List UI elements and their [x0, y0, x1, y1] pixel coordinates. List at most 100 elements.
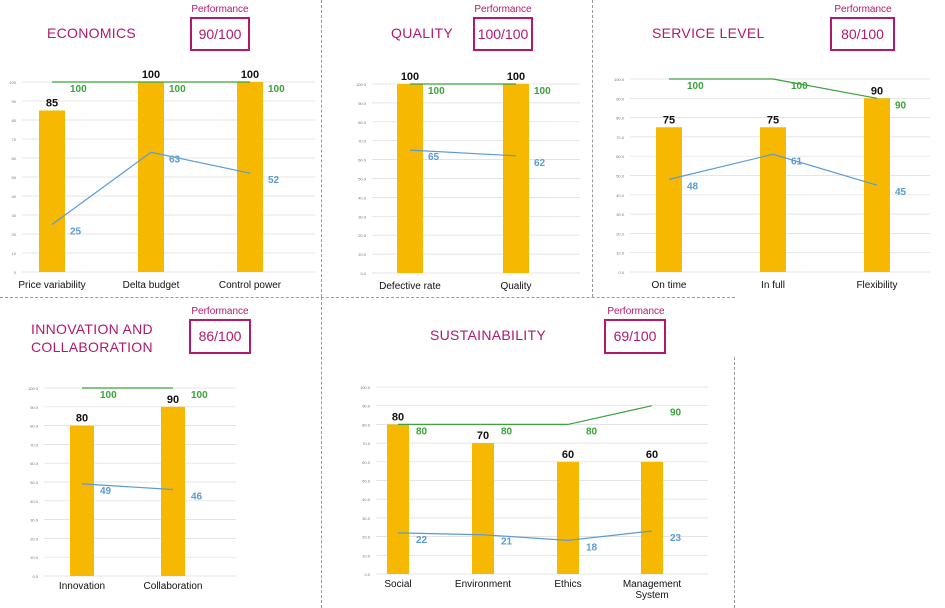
- economics-ytick-label: 80: [12, 118, 17, 123]
- quality-ytick-label: 40.0: [358, 195, 367, 200]
- sustainability-average-label: 18: [586, 542, 598, 553]
- sustainability-target-line: [398, 405, 653, 425]
- sustainability-bar-value-label: 60: [562, 449, 574, 461]
- innovation-bar-value-label: 90: [167, 394, 179, 406]
- economics-bar-value-label: 85: [46, 98, 58, 110]
- divider-horizontal: [0, 297, 735, 298]
- service-level-ytick-label: 20.0: [616, 231, 625, 236]
- service-level-performance-box: 80/100: [830, 17, 895, 51]
- sustainability-ytick-label: 60.0: [362, 460, 371, 465]
- quality-bar-value-label: 100: [401, 71, 419, 83]
- service-level-ytick-label: 10.0: [616, 251, 625, 256]
- service-level-target-label: 100: [687, 81, 704, 92]
- service-level-ytick-label: 50.0: [616, 174, 625, 179]
- sustainability-ytick-label: 70.0: [362, 441, 371, 446]
- quality-performance-box: 100/100: [473, 17, 533, 51]
- quality-average-label: 62: [534, 158, 546, 169]
- innovation-bar-collaboration: [161, 406, 185, 576]
- sustainability-ytick-label: 50.0: [362, 479, 371, 484]
- service-level-ytick-label: 70.0: [616, 135, 625, 140]
- quality-target-label: 100: [428, 86, 445, 97]
- service-level-target-label: 90: [895, 100, 907, 111]
- sustainability-target-label: 80: [586, 426, 598, 437]
- quality-category-label: Quality: [500, 281, 531, 292]
- service-level-ytick-label: 100.0: [614, 77, 625, 82]
- economics-ytick-label: 100: [9, 80, 16, 85]
- sustainability-ytick-label: 100.0: [360, 385, 371, 390]
- economics-ytick-label: 60: [12, 156, 17, 161]
- sustainability-category-label: Management: [623, 579, 682, 590]
- quality-ytick-label: 0.0: [360, 271, 366, 276]
- sustainability-bar-ethics: [557, 461, 579, 574]
- innovation-ytick-label: 60.0: [30, 461, 39, 466]
- innovation-average-line: [81, 483, 174, 491]
- service-level-ytick-label: 60.0: [616, 154, 625, 159]
- service-level-title: SERVICE LEVEL: [652, 25, 765, 41]
- quality-title: QUALITY: [391, 25, 454, 41]
- economics-bar-value-label: 100: [241, 69, 259, 81]
- service-level-category-label: Flexibility: [856, 280, 897, 291]
- innovation-title-line2: COLLABORATION: [31, 339, 153, 355]
- sustainability-bar-value-label: 80: [392, 411, 404, 423]
- innovation-ytick-label: 80.0: [30, 424, 39, 429]
- sustainability-category-label: Ethics: [554, 579, 581, 590]
- innovation-ytick-label: 30.0: [30, 518, 39, 523]
- economics-title: ECONOMICS: [47, 25, 137, 41]
- service-level-average-label: 45: [895, 187, 907, 198]
- service-level-performance-label: Performance: [834, 4, 892, 15]
- sustainability-category-label: Social: [384, 579, 411, 590]
- service-level-bar-value-label: 90: [871, 85, 883, 97]
- economics-target-label: 100: [169, 84, 186, 95]
- sustainability-target-label: 80: [501, 426, 513, 437]
- sustainability-ytick-label: 30.0: [362, 516, 371, 521]
- sustainability-title: SUSTAINABILITY: [430, 327, 546, 343]
- innovation-ytick-label: 50.0: [30, 480, 39, 485]
- service-level-average-label: 48: [687, 181, 699, 192]
- sustainability-ytick-label: 10.0: [362, 553, 371, 558]
- quality-target-label: 100: [534, 86, 551, 97]
- divider-vertical-1: [321, 0, 322, 297]
- service-level-ytick-label: 0.0: [618, 270, 624, 275]
- divider-vertical-4: [734, 357, 735, 608]
- economics-ytick-label: 70: [12, 137, 17, 142]
- economics-target-label: 100: [70, 84, 87, 95]
- service-level-average-label: 61: [791, 156, 803, 167]
- sustainability-average-label: 23: [670, 533, 682, 544]
- sustainability-ytick-label: 0.0: [364, 572, 370, 577]
- sustainability-ytick-label: 80.0: [362, 422, 371, 427]
- innovation-ytick-label: 10.0: [30, 555, 39, 560]
- economics-ytick-label: 40: [12, 194, 17, 199]
- quality-bar-defective-rate: [397, 84, 423, 273]
- innovation-ytick-label: 90.0: [30, 405, 39, 410]
- innovation-title: INNOVATION AND: [31, 321, 153, 337]
- quality-ytick-label: 10.0: [358, 252, 367, 257]
- quality-ytick-label: 70.0: [358, 139, 367, 144]
- sustainability-average-label: 21: [501, 537, 513, 548]
- sustainability-target-label: 80: [416, 426, 428, 437]
- economics-ytick-label: 30: [12, 213, 17, 218]
- economics-bar-price-variability: [39, 110, 65, 272]
- quality-average-line: [409, 149, 517, 157]
- quality-bar-quality: [503, 84, 529, 273]
- service-level-target-label: 100: [791, 81, 808, 92]
- sustainability-performance-label: Performance: [607, 306, 665, 317]
- innovation-ytick-label: 40.0: [30, 499, 39, 504]
- quality-ytick-label: 30.0: [358, 214, 367, 219]
- innovation-category-label: Innovation: [59, 581, 105, 592]
- quality-ytick-label: 80.0: [358, 120, 367, 125]
- economics-category-label: Price variability: [18, 280, 85, 291]
- innovation-bar-innovation: [70, 425, 94, 576]
- quality-bar-value-label: 100: [507, 71, 525, 83]
- sustainability-category-label: Environment: [455, 579, 511, 590]
- service-level-bar-value-label: 75: [767, 114, 779, 126]
- economics-bar-value-label: 100: [142, 69, 160, 81]
- economics-bar-delta-budget: [138, 82, 164, 272]
- service-level-target-line: [669, 78, 878, 99]
- innovation-ytick-label: 100.0: [28, 386, 39, 391]
- innovation-ytick-label: 20.0: [30, 536, 39, 541]
- service-level-ytick-label: 80.0: [616, 116, 625, 121]
- service-level-category-label: On time: [651, 280, 686, 291]
- economics-category-label: Control power: [219, 280, 282, 291]
- service-level-bar-in-full: [760, 127, 786, 272]
